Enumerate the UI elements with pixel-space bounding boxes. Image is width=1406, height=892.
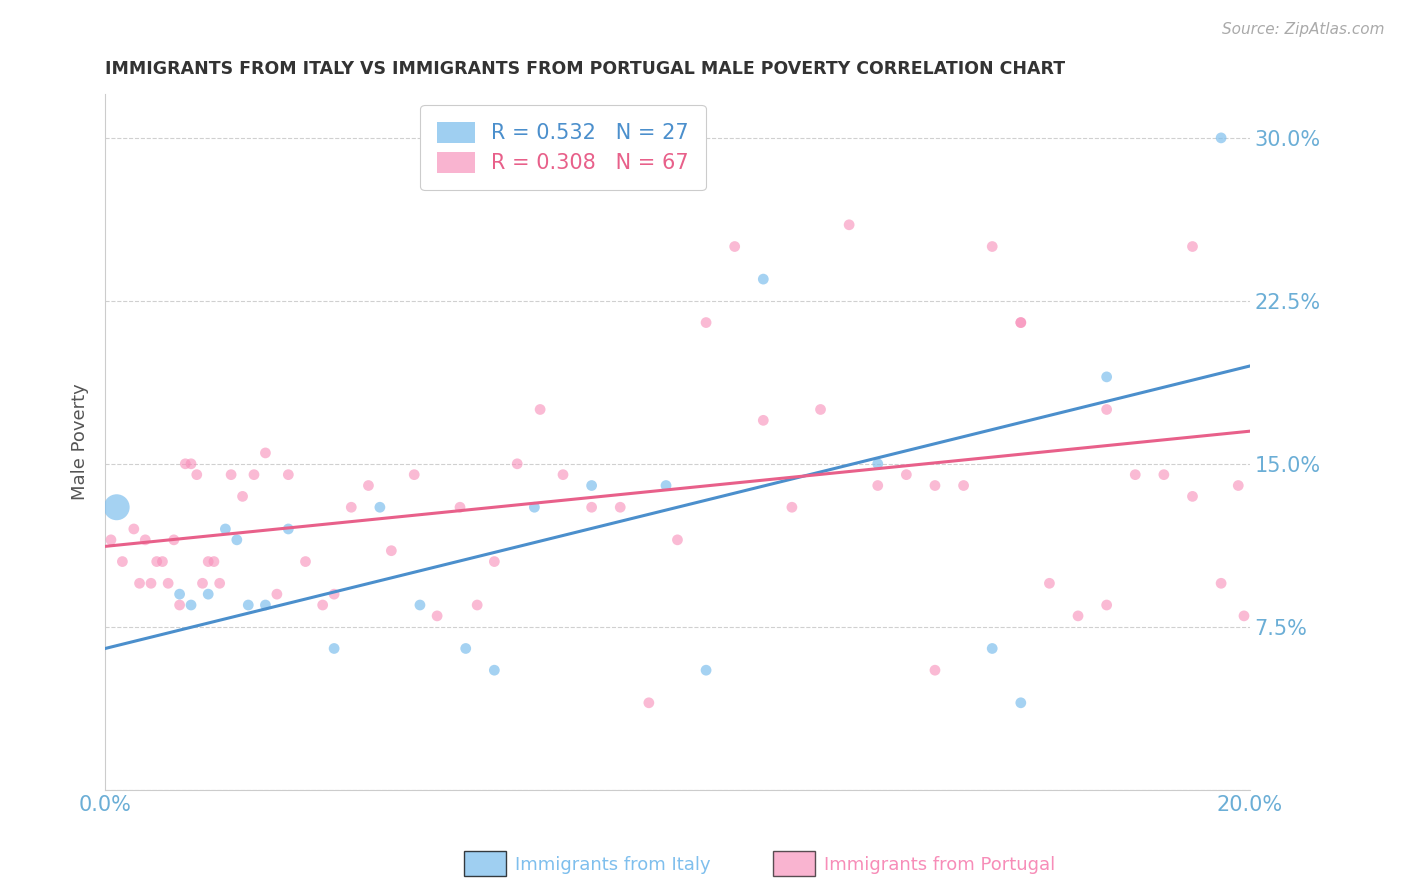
Point: [340, 500, 363, 515]
Point: [666, 533, 689, 547]
Point: [924, 478, 946, 492]
Point: [609, 500, 631, 515]
Text: Source: ZipAtlas.com: Source: ZipAtlas.com: [1222, 22, 1385, 37]
Point: [214, 522, 236, 536]
Point: [581, 500, 603, 515]
Point: [655, 478, 678, 492]
Text: Immigrants from Portugal: Immigrants from Portugal: [824, 856, 1054, 874]
Point: [254, 598, 277, 612]
Point: [208, 576, 231, 591]
Point: [163, 533, 186, 547]
Point: [1209, 131, 1232, 145]
Point: [523, 500, 546, 515]
Point: [122, 522, 145, 536]
Point: [952, 478, 974, 492]
Point: [1227, 478, 1250, 492]
Point: [981, 641, 1004, 656]
Point: [409, 598, 432, 612]
Point: [896, 467, 918, 482]
Point: [465, 598, 488, 612]
Point: [924, 663, 946, 677]
Point: [232, 489, 254, 503]
Point: [1010, 696, 1032, 710]
Point: [1181, 489, 1204, 503]
Point: [529, 402, 551, 417]
Point: [180, 457, 202, 471]
Text: Immigrants from Italy: Immigrants from Italy: [515, 856, 710, 874]
Point: [380, 543, 402, 558]
Point: [695, 663, 717, 677]
Point: [157, 576, 180, 591]
Point: [100, 533, 122, 547]
Point: [202, 555, 225, 569]
Point: [186, 467, 208, 482]
Point: [1010, 316, 1032, 330]
Point: [139, 576, 162, 591]
Point: [180, 598, 202, 612]
Point: [243, 467, 266, 482]
Point: [128, 576, 150, 591]
Point: [219, 467, 242, 482]
Point: [152, 555, 174, 569]
Point: [294, 555, 316, 569]
Point: [506, 457, 529, 471]
Point: [1095, 402, 1118, 417]
Point: [551, 467, 574, 482]
Point: [1095, 598, 1118, 612]
Point: [134, 533, 156, 547]
Point: [238, 598, 260, 612]
Point: [780, 500, 803, 515]
Point: [277, 522, 299, 536]
Point: [752, 272, 775, 286]
Point: [169, 587, 191, 601]
Point: [484, 663, 506, 677]
Point: [197, 555, 219, 569]
Point: [105, 500, 128, 515]
Text: IMMIGRANTS FROM ITALY VS IMMIGRANTS FROM PORTUGAL MALE POVERTY CORRELATION CHART: IMMIGRANTS FROM ITALY VS IMMIGRANTS FROM…: [105, 60, 1066, 78]
Point: [724, 239, 747, 253]
Point: [426, 608, 449, 623]
Point: [1123, 467, 1146, 482]
Point: [581, 478, 603, 492]
Point: [866, 478, 889, 492]
Point: [1038, 576, 1060, 591]
Point: [1233, 608, 1256, 623]
Point: [810, 402, 832, 417]
Y-axis label: Male Poverty: Male Poverty: [72, 384, 89, 500]
Point: [225, 533, 247, 547]
Point: [1067, 608, 1090, 623]
Point: [323, 587, 346, 601]
Legend: R = 0.532   N = 27, R = 0.308   N = 67: R = 0.532 N = 27, R = 0.308 N = 67: [420, 105, 706, 190]
Point: [197, 587, 219, 601]
Point: [1095, 370, 1118, 384]
Point: [1153, 467, 1175, 482]
Point: [752, 413, 775, 427]
Point: [1181, 239, 1204, 253]
Point: [191, 576, 214, 591]
Point: [1010, 316, 1032, 330]
Point: [838, 218, 860, 232]
Point: [484, 555, 506, 569]
Point: [404, 467, 426, 482]
Point: [981, 239, 1004, 253]
Point: [637, 696, 659, 710]
Point: [1209, 576, 1232, 591]
Point: [454, 641, 477, 656]
Point: [368, 500, 391, 515]
Point: [254, 446, 277, 460]
Point: [357, 478, 380, 492]
Point: [311, 598, 333, 612]
Point: [866, 457, 889, 471]
Point: [266, 587, 288, 601]
Point: [174, 457, 197, 471]
Point: [277, 467, 299, 482]
Point: [323, 641, 346, 656]
Point: [145, 555, 167, 569]
Point: [169, 598, 191, 612]
Point: [449, 500, 471, 515]
Point: [695, 316, 717, 330]
Point: [111, 555, 134, 569]
